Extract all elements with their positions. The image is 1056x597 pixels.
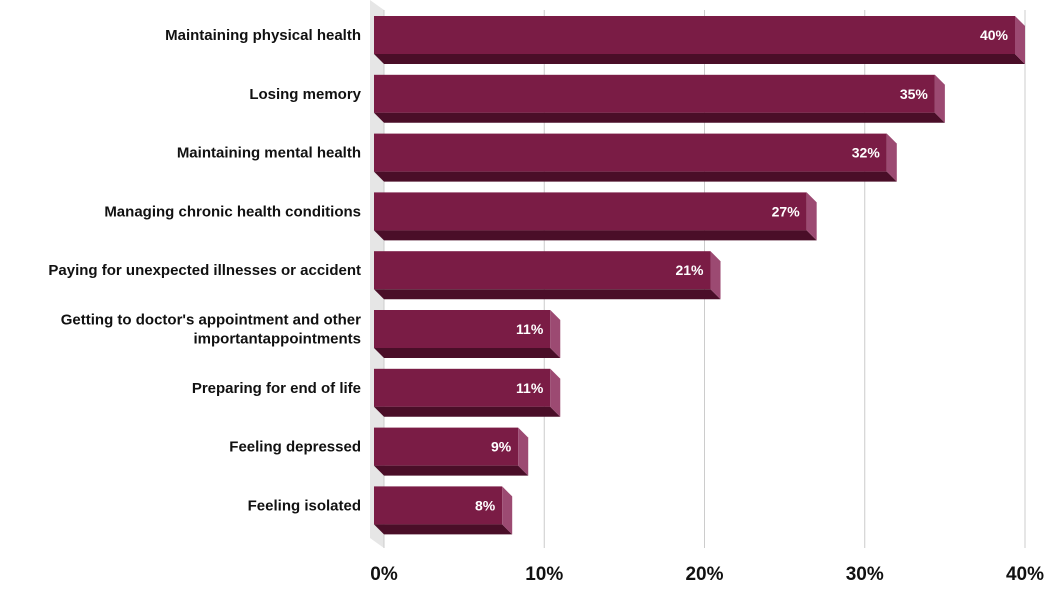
bar-bottom — [374, 465, 529, 476]
data-label: 11% — [516, 321, 544, 337]
bar: 27% — [374, 192, 817, 241]
x-axis-tick-labels: 0% 10% 20% 30% 40% — [370, 564, 1044, 585]
bar-side — [550, 310, 561, 358]
x-tick-label: 40% — [1006, 564, 1044, 585]
data-label: 11% — [516, 380, 544, 396]
bar: 40% — [374, 16, 1025, 64]
bar-bottom — [374, 406, 561, 417]
x-tick-label: 30% — [846, 564, 884, 585]
data-label: 27% — [772, 203, 801, 219]
bar-bottom — [374, 230, 817, 241]
category-label: Feeling isolated — [248, 497, 361, 514]
bar-side — [1015, 16, 1025, 64]
bar-front — [374, 368, 551, 407]
data-label: 21% — [675, 262, 704, 278]
bar-bottom — [374, 289, 721, 300]
data-label: 40% — [980, 27, 1009, 43]
bar-side — [710, 251, 721, 300]
category-label: Managing chronic health conditions — [104, 203, 361, 220]
bar: 9% — [374, 427, 529, 476]
category-label: Maintaining physical health — [165, 27, 361, 44]
x-tick-label: 20% — [685, 564, 723, 585]
bar-front — [374, 486, 503, 525]
bar: 11% — [374, 310, 561, 358]
data-label: 9% — [491, 439, 512, 455]
bar: 11% — [374, 368, 561, 417]
bar: 21% — [374, 251, 721, 300]
category-label: Paying for unexpected illnesses or accid… — [48, 262, 361, 279]
data-label: 8% — [475, 497, 496, 513]
bar-front — [374, 133, 887, 172]
bar: 8% — [374, 486, 513, 535]
bar-front — [374, 427, 519, 466]
data-label: 35% — [900, 86, 929, 102]
bar-side — [886, 133, 897, 182]
bar-front — [374, 74, 935, 113]
category-label: Getting to doctor's appointment and othe… — [61, 312, 361, 348]
bar-bottom — [374, 524, 513, 535]
bar-side — [550, 368, 561, 417]
x-tick-label: 10% — [525, 564, 563, 585]
bar-bottom — [374, 171, 897, 182]
bar-bottom — [374, 348, 561, 358]
bar-bottom — [374, 112, 945, 123]
bar-side — [806, 192, 817, 241]
bar-side — [934, 74, 945, 123]
bar-front — [374, 16, 1015, 54]
category-label: Feeling depressed — [229, 439, 361, 456]
bars: 40% 35% 32% 27% 21% 11% 11% 9% 8% — [374, 16, 1025, 535]
bar-side — [518, 427, 529, 476]
bar-front — [374, 251, 711, 290]
bar: 35% — [374, 74, 945, 123]
category-label: Maintaining mental health — [177, 145, 361, 162]
category-label: Losing memory — [249, 86, 361, 103]
bar-side — [502, 486, 513, 535]
category-label: Preparing for end of life — [192, 380, 361, 397]
bar-bottom — [374, 54, 1025, 64]
bar-front — [374, 310, 551, 348]
category-labels: Maintaining physical health Losing memory… — [48, 27, 361, 514]
bar-front — [374, 192, 807, 231]
x-tick-label: 0% — [370, 564, 398, 585]
bar: 32% — [374, 133, 897, 182]
data-label: 32% — [852, 145, 881, 161]
